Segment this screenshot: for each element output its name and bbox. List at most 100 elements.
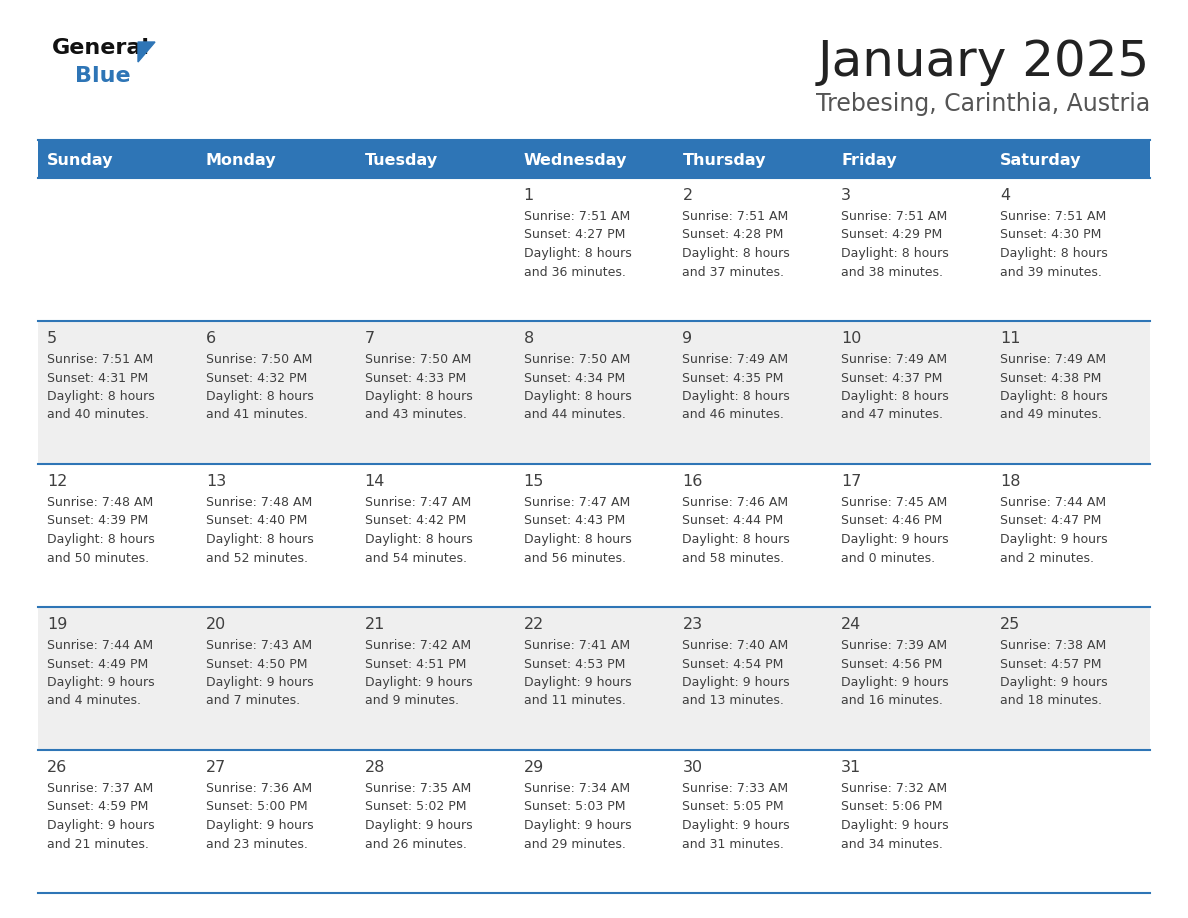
Text: and 11 minutes.: and 11 minutes. [524, 695, 625, 708]
Bar [38, 321, 1150, 464]
Text: Sunrise: 7:38 AM: Sunrise: 7:38 AM [1000, 639, 1106, 652]
Text: Daylight: 9 hours: Daylight: 9 hours [1000, 533, 1107, 546]
Text: 7: 7 [365, 331, 375, 346]
Text: Sunrise: 7:43 AM: Sunrise: 7:43 AM [206, 639, 312, 652]
Text: Sunset: 4:32 PM: Sunset: 4:32 PM [206, 372, 308, 385]
Text: 10: 10 [841, 331, 861, 346]
Text: and 16 minutes.: and 16 minutes. [841, 695, 943, 708]
Text: Sunrise: 7:51 AM: Sunrise: 7:51 AM [48, 353, 153, 366]
Bar [38, 607, 1150, 750]
Text: Monday: Monday [206, 152, 277, 167]
Text: Daylight: 9 hours: Daylight: 9 hours [48, 676, 154, 689]
Text: Sunset: 4:38 PM: Sunset: 4:38 PM [1000, 372, 1101, 385]
Text: Daylight: 8 hours: Daylight: 8 hours [682, 247, 790, 260]
Text: Daylight: 8 hours: Daylight: 8 hours [48, 533, 154, 546]
Text: January 2025: January 2025 [817, 38, 1150, 86]
Text: and 7 minutes.: and 7 minutes. [206, 695, 301, 708]
Text: Daylight: 9 hours: Daylight: 9 hours [682, 819, 790, 832]
Text: Daylight: 9 hours: Daylight: 9 hours [524, 676, 631, 689]
Text: Sunrise: 7:34 AM: Sunrise: 7:34 AM [524, 782, 630, 795]
Bar [38, 140, 1150, 178]
Text: Sunrise: 7:33 AM: Sunrise: 7:33 AM [682, 782, 789, 795]
Text: Sunrise: 7:48 AM: Sunrise: 7:48 AM [206, 496, 312, 509]
Text: Daylight: 9 hours: Daylight: 9 hours [365, 676, 473, 689]
Text: and 13 minutes.: and 13 minutes. [682, 695, 784, 708]
Text: Sunrise: 7:46 AM: Sunrise: 7:46 AM [682, 496, 789, 509]
Text: Sunset: 4:40 PM: Sunset: 4:40 PM [206, 514, 308, 528]
Text: Sunset: 4:29 PM: Sunset: 4:29 PM [841, 229, 942, 241]
Text: and 29 minutes.: and 29 minutes. [524, 837, 625, 850]
Text: Daylight: 8 hours: Daylight: 8 hours [682, 390, 790, 403]
Text: Blue: Blue [75, 66, 131, 86]
Bar [38, 464, 1150, 607]
Text: 6: 6 [206, 331, 216, 346]
Text: General: General [52, 38, 150, 58]
Text: and 49 minutes.: and 49 minutes. [1000, 409, 1102, 421]
Text: 15: 15 [524, 474, 544, 489]
Text: Sunset: 4:33 PM: Sunset: 4:33 PM [365, 372, 466, 385]
Text: Sunset: 5:05 PM: Sunset: 5:05 PM [682, 800, 784, 813]
Text: 22: 22 [524, 617, 544, 632]
Text: and 52 minutes.: and 52 minutes. [206, 552, 308, 565]
Text: and 58 minutes.: and 58 minutes. [682, 552, 784, 565]
Text: 2: 2 [682, 188, 693, 203]
Text: and 43 minutes.: and 43 minutes. [365, 409, 467, 421]
Text: Sunrise: 7:37 AM: Sunrise: 7:37 AM [48, 782, 153, 795]
Text: and 56 minutes.: and 56 minutes. [524, 552, 626, 565]
Text: 23: 23 [682, 617, 702, 632]
Text: Daylight: 8 hours: Daylight: 8 hours [1000, 247, 1108, 260]
Text: 8: 8 [524, 331, 533, 346]
Text: and 21 minutes.: and 21 minutes. [48, 837, 148, 850]
Text: Thursday: Thursday [682, 152, 766, 167]
Text: Daylight: 9 hours: Daylight: 9 hours [682, 676, 790, 689]
Text: Sunset: 4:35 PM: Sunset: 4:35 PM [682, 372, 784, 385]
Text: Daylight: 8 hours: Daylight: 8 hours [524, 390, 631, 403]
Text: 24: 24 [841, 617, 861, 632]
Text: 16: 16 [682, 474, 703, 489]
Text: and 26 minutes.: and 26 minutes. [365, 837, 467, 850]
Text: and 23 minutes.: and 23 minutes. [206, 837, 308, 850]
Text: and 54 minutes.: and 54 minutes. [365, 552, 467, 565]
Text: and 50 minutes.: and 50 minutes. [48, 552, 150, 565]
Text: 28: 28 [365, 760, 385, 775]
Text: Sunrise: 7:39 AM: Sunrise: 7:39 AM [841, 639, 947, 652]
Text: Sunset: 5:06 PM: Sunset: 5:06 PM [841, 800, 943, 813]
Text: 12: 12 [48, 474, 68, 489]
Text: Sunrise: 7:49 AM: Sunrise: 7:49 AM [682, 353, 789, 366]
Text: Sunrise: 7:48 AM: Sunrise: 7:48 AM [48, 496, 153, 509]
Text: Sunset: 4:54 PM: Sunset: 4:54 PM [682, 657, 784, 670]
Text: Daylight: 9 hours: Daylight: 9 hours [1000, 676, 1107, 689]
Text: Sunset: 4:44 PM: Sunset: 4:44 PM [682, 514, 784, 528]
Text: 1: 1 [524, 188, 533, 203]
Text: 17: 17 [841, 474, 861, 489]
Text: Saturday: Saturday [1000, 152, 1081, 167]
Text: and 40 minutes.: and 40 minutes. [48, 409, 148, 421]
Text: and 31 minutes.: and 31 minutes. [682, 837, 784, 850]
Text: Sunrise: 7:44 AM: Sunrise: 7:44 AM [48, 639, 153, 652]
Text: Daylight: 9 hours: Daylight: 9 hours [206, 676, 314, 689]
Text: Sunday: Sunday [48, 152, 114, 167]
Text: 21: 21 [365, 617, 385, 632]
Text: Daylight: 9 hours: Daylight: 9 hours [524, 819, 631, 832]
Text: Daylight: 8 hours: Daylight: 8 hours [365, 533, 473, 546]
Text: Sunrise: 7:47 AM: Sunrise: 7:47 AM [524, 496, 630, 509]
Text: Sunset: 4:53 PM: Sunset: 4:53 PM [524, 657, 625, 670]
Text: Sunset: 5:03 PM: Sunset: 5:03 PM [524, 800, 625, 813]
Text: Sunset: 4:51 PM: Sunset: 4:51 PM [365, 657, 466, 670]
Bar [38, 750, 1150, 893]
Text: Sunset: 4:43 PM: Sunset: 4:43 PM [524, 514, 625, 528]
Text: Sunset: 5:00 PM: Sunset: 5:00 PM [206, 800, 308, 813]
Text: and 37 minutes.: and 37 minutes. [682, 265, 784, 278]
Text: Sunrise: 7:50 AM: Sunrise: 7:50 AM [365, 353, 472, 366]
Text: Sunrise: 7:49 AM: Sunrise: 7:49 AM [1000, 353, 1106, 366]
Text: and 34 minutes.: and 34 minutes. [841, 837, 943, 850]
Text: Daylight: 8 hours: Daylight: 8 hours [206, 390, 314, 403]
Text: Daylight: 8 hours: Daylight: 8 hours [48, 390, 154, 403]
Text: Daylight: 8 hours: Daylight: 8 hours [206, 533, 314, 546]
Text: Tuesday: Tuesday [365, 152, 438, 167]
Text: and 39 minutes.: and 39 minutes. [1000, 265, 1102, 278]
Text: Sunset: 4:42 PM: Sunset: 4:42 PM [365, 514, 466, 528]
Text: Sunrise: 7:51 AM: Sunrise: 7:51 AM [841, 210, 948, 223]
Text: 31: 31 [841, 760, 861, 775]
Text: Sunrise: 7:36 AM: Sunrise: 7:36 AM [206, 782, 312, 795]
